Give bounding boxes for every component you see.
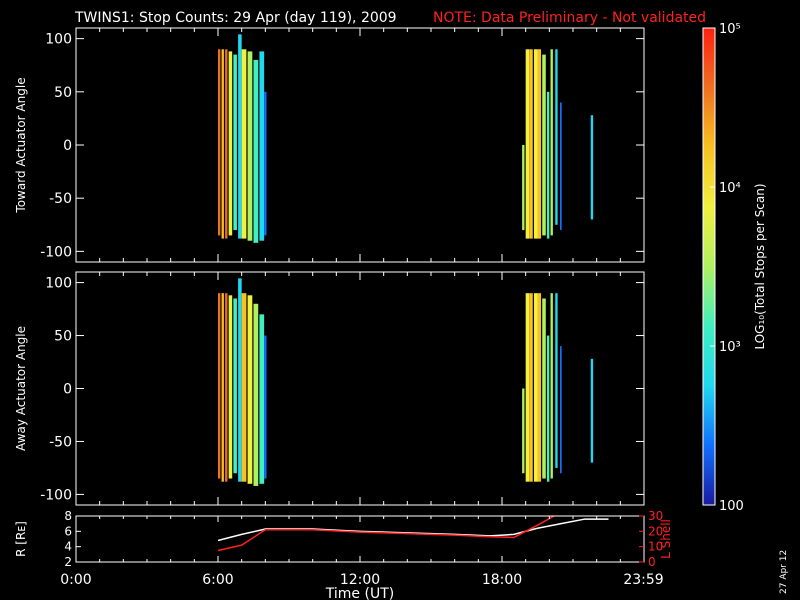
plot-title: TWINS1: Stop Counts: 29 Apr (day 119), 2… <box>74 10 397 26</box>
colorbar-tick-label: 10⁵ <box>719 22 741 37</box>
y-tick-label: -50 <box>49 434 72 450</box>
data-stripe <box>259 314 265 484</box>
x-tick-label: 6:00 <box>202 572 233 588</box>
y-tick-label: 50 <box>54 329 72 345</box>
y-tick-label: 50 <box>54 85 72 101</box>
data-stripe <box>559 346 562 474</box>
y-tick-label: 8 <box>64 509 72 523</box>
y-tick-label: 4 <box>64 540 72 554</box>
data-stripe <box>546 91 550 239</box>
data-stripe <box>529 293 533 482</box>
colorbar: 100 10³ 10⁴ 10⁵ LOG₁₀(Total Stops per Scan) <box>702 22 767 514</box>
data-stripe <box>590 358 594 463</box>
data-stripe <box>228 295 233 479</box>
l-shell-line <box>217 516 555 552</box>
y-tick-label: -50 <box>49 191 72 207</box>
colorbar-tick-label: 100 <box>719 499 744 514</box>
data-stripe <box>241 293 247 482</box>
data-stripe <box>533 293 538 482</box>
data-stripe <box>537 49 542 239</box>
data-stripe <box>218 293 221 479</box>
y-right-tick-label: 20 <box>648 524 663 538</box>
data-stripe <box>218 49 221 236</box>
y-tick-label: -100 <box>40 244 72 260</box>
data-stripe <box>522 145 525 231</box>
toward-panel: -100 -50 0 50 100 Toward Actuator Angle <box>14 27 645 263</box>
data-stripe <box>550 293 553 479</box>
y-right-axis-label: L Shell <box>659 519 673 559</box>
data-stripe <box>546 335 550 482</box>
y-axis-label: Away Actuator Angle <box>14 326 28 451</box>
data-stripe <box>247 51 253 241</box>
data-stripe <box>241 49 247 239</box>
radius-line <box>217 518 609 542</box>
data-stripe <box>225 293 228 482</box>
data-stripe <box>264 335 267 479</box>
data-stripe <box>225 49 228 239</box>
colorbar-tick-label: 10³ <box>719 340 741 355</box>
y-tick-label: 2 <box>64 555 72 569</box>
data-stripe <box>247 295 253 484</box>
y-tick-label: 6 <box>64 524 72 538</box>
colorbar-scale <box>702 27 716 506</box>
date-stamp: 27 Apr 12 <box>779 550 789 594</box>
data-stripe <box>253 59 259 243</box>
colorbar-tick-label: 10⁴ <box>719 181 741 196</box>
data-stripe <box>221 293 224 482</box>
y-axis-label: Toward Actuator Angle <box>14 77 28 213</box>
data-stripe <box>253 303 259 486</box>
data-stripe <box>221 49 224 239</box>
x-tick-label: 12:00 <box>340 572 380 588</box>
x-axis-label: Time (UT) <box>325 586 394 600</box>
y-tick-label: -100 <box>40 487 72 503</box>
data-stripe <box>238 34 242 239</box>
data-stripe <box>228 51 233 236</box>
data-stripe <box>233 298 237 474</box>
y-right-tick-label: 0 <box>648 555 656 569</box>
data-stripe <box>555 293 558 468</box>
x-tick-label: 23:59 <box>623 572 663 588</box>
away-panel: -100 -50 0 50 100 Away Actuator Angle <box>14 271 645 506</box>
y-right-tick-label: 30 <box>648 509 663 523</box>
y-tick-label: 0 <box>63 138 72 154</box>
x-tick-label: 0:00 <box>60 572 91 588</box>
y-tick-label: 100 <box>45 32 72 48</box>
preliminary-note: NOTE: Data Preliminary - Not validated <box>433 10 706 26</box>
data-stripe <box>590 115 594 220</box>
data-stripe <box>259 51 265 241</box>
y-right-tick-label: 10 <box>648 540 663 554</box>
y-tick-label: 100 <box>45 276 72 292</box>
y-axis-label: R [Rᴇ] <box>14 521 28 557</box>
data-stripe <box>550 49 553 236</box>
data-stripe <box>233 54 237 231</box>
data-stripe <box>537 293 542 482</box>
data-stripe <box>525 49 530 239</box>
data-stripe <box>559 102 562 231</box>
data-stripe <box>542 298 546 479</box>
data-stripe <box>529 49 533 239</box>
data-stripe <box>555 49 558 225</box>
data-stripe <box>533 49 538 239</box>
data-stripe <box>238 278 242 482</box>
colorbar-label: LOG₁₀(Total Stops per Scan) <box>753 183 767 349</box>
data-stripe <box>525 293 530 482</box>
x-tick-label: 18:00 <box>482 572 522 588</box>
data-stripe <box>522 388 525 474</box>
data-stripe <box>264 91 267 236</box>
data-stripe <box>542 54 546 236</box>
y-tick-label: 0 <box>63 382 72 398</box>
